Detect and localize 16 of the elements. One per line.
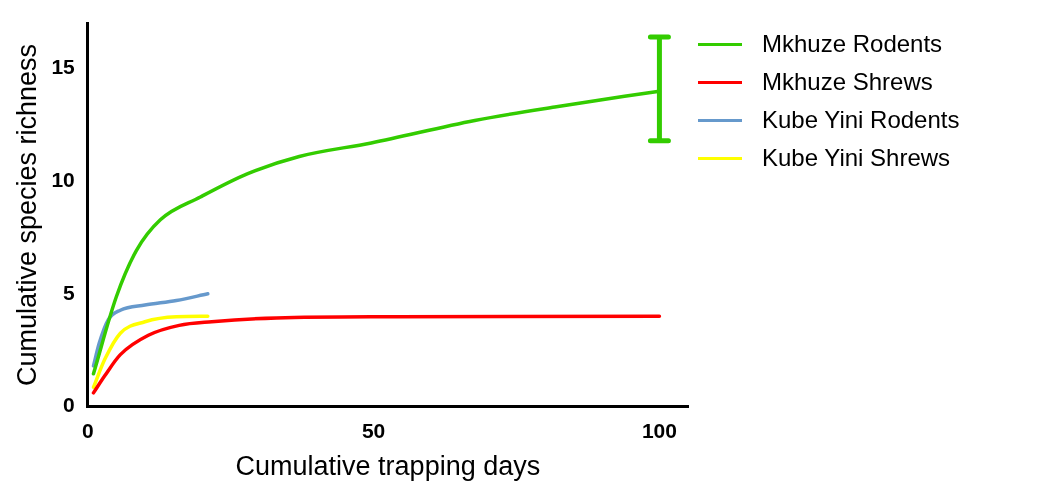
line-series <box>91 314 662 395</box>
line-series <box>91 292 210 368</box>
line-series <box>91 314 210 390</box>
y-tick-label: 0 <box>63 393 75 417</box>
y-axis-title: Cumulative species richness <box>11 43 42 387</box>
legend-label: Mkhuze Rodents <box>762 30 943 58</box>
y-tick-label: 5 <box>63 280 76 304</box>
legend-label: Kube Yini Shrews <box>762 144 951 172</box>
x-tick-label: 0 <box>81 418 94 442</box>
x-axis-title: Cumulative trapping days <box>235 451 541 482</box>
y-tick-label: 10 <box>51 168 75 192</box>
legend-label: Mkhuze Shrews <box>762 68 933 96</box>
x-tick-label: 50 <box>361 418 386 442</box>
legend-label: Kube Yini Rodents <box>762 106 960 134</box>
x-tick-label: 100 <box>641 418 677 442</box>
y-tick-label: 15 <box>51 55 76 79</box>
